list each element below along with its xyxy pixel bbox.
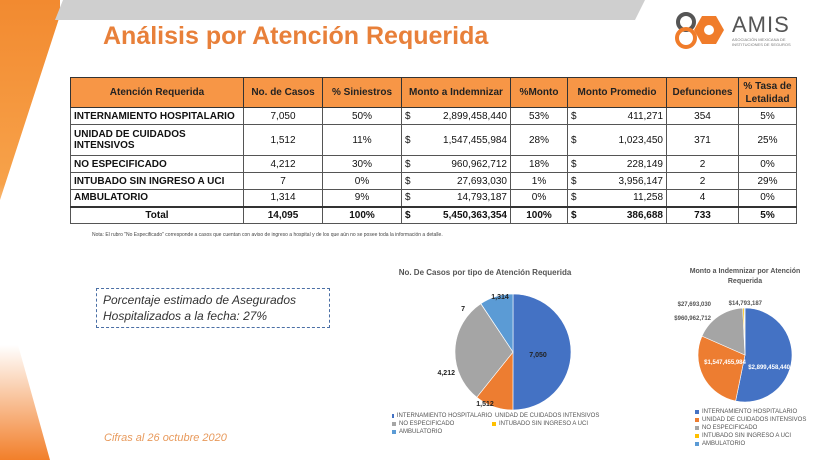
legend-swatch — [695, 442, 699, 446]
pie-slice — [743, 307, 746, 356]
legend-swatch — [392, 430, 396, 434]
pie-data-label: 4,212 — [437, 370, 455, 377]
legend-swatch — [695, 426, 699, 430]
legend-label: INTERNAMIENTO HOSPITALARIO — [702, 409, 798, 415]
pie-data-label: $14,793,187 — [729, 301, 763, 307]
table-row: AMBULATORIO 1,314 9% $14,793,187 0% $11,258 4 0… — [70, 189, 797, 207]
cases-legend: INTERNAMIENTO HOSPITALARIO UNIDAD DE CUID… — [392, 412, 599, 436]
logo-subtitle: ASOCIACIÓN MEXICANA DE INSTITUCIONES DE … — [732, 37, 791, 47]
table-row: INTERNAMIENTO HOSPITALARIO 7,050 50% $2,899… — [70, 107, 797, 125]
legend-label: NO ESPECIFICADO — [702, 425, 758, 431]
cell-pmonto: 28% — [510, 124, 568, 156]
cell-label: Total — [70, 205, 244, 224]
cell-defunciones: 371 — [666, 124, 739, 156]
pie-slice — [512, 293, 572, 411]
pie-data-label: $960,962,712 — [674, 316, 711, 322]
col-header: % Siniestros — [322, 77, 402, 108]
cell-currency: $ — [401, 205, 418, 224]
legend-swatch — [695, 418, 699, 422]
pie-data-label: 1,512 — [476, 401, 494, 408]
pie-slice — [701, 307, 746, 356]
legend-item: UNIDAD DE CUIDADOS INTENSIVOS — [695, 416, 815, 424]
legend-swatch — [392, 414, 394, 418]
chart-title-cases: No. De Casos por tipo de Atención Requer… — [398, 268, 572, 277]
legend-item: NO ESPECIFICADO — [695, 424, 815, 432]
pie-data-label: 1,314 — [491, 294, 509, 301]
pie-data-label: 7 — [461, 306, 465, 313]
total-row: Total 14,095 100% $5,450,363,354 100% $386,68… — [70, 205, 797, 224]
legend-item: AMBULATORIO — [695, 440, 815, 448]
legend-item: NO ESPECIFICADO — [392, 420, 492, 428]
cell-casos: 1,512 — [243, 124, 323, 156]
pie-slice — [697, 335, 746, 402]
cell-pmonto: 100% — [510, 205, 568, 224]
legend-swatch — [392, 422, 396, 426]
pie-slice — [735, 307, 793, 403]
cell-letalidad: 25% — [738, 124, 797, 156]
legend-label: INTUBADO SIN INGRESO A UCI — [702, 433, 792, 439]
page-title: Análisis por Atención Requerida — [103, 22, 489, 50]
amount-legend: INTERNAMIENTO HOSPITALARIO UNIDAD DE CUID… — [695, 408, 815, 448]
legend-label: NO ESPECIFICADO — [399, 421, 455, 427]
cell-currency: $ — [567, 205, 584, 224]
amis-logo-icon — [675, 12, 724, 49]
legend-item: INTUBADO SIN INGRESO A UCI — [695, 432, 815, 440]
attention-table: Atención Requerida No. de Casos % Sinies… — [70, 77, 797, 224]
pie-data-label: 7,050 — [529, 352, 547, 359]
pie-data-label: $1,547,455,984 — [704, 360, 746, 366]
pie-data-label: $27,693,030 — [678, 302, 712, 308]
callout-line: Hospitalizados a la fecha: 27% — [103, 309, 268, 323]
legend-item: INTUBADO SIN INGRESO A UCI — [492, 420, 592, 428]
legend-label: AMBULATORIO — [702, 441, 746, 447]
amis-logo: AMIS ASOCIACIÓN MEXICANA DE INSTITUCIONE… — [672, 10, 822, 50]
table-row: INTUBADO SIN INGRESO A UCI 7 0% $27,693,030… — [70, 172, 797, 190]
col-header: %Monto — [510, 77, 568, 108]
legend-label: INTUBADO SIN INGRESO A UCI — [499, 421, 589, 427]
callout-line: Porcentaje estimado de Asegurados — [103, 293, 297, 307]
table-header: Atención Requerida No. de Casos % Sinies… — [70, 77, 797, 108]
legend-item: INTERNAMIENTO HOSPITALARIO — [392, 412, 492, 420]
legend-swatch — [695, 410, 699, 414]
col-header: Monto Promedio — [567, 77, 667, 108]
col-header: % Tasa de Letalidad — [738, 77, 797, 108]
legend-label: INTERNAMIENTO HOSPITALARIO — [396, 413, 492, 419]
footnote: Nota: El rubro "No Especificado" corresp… — [92, 232, 443, 238]
legend-label: UNIDAD DE CUIDADOS INTENSIVOS — [702, 417, 807, 423]
logo-text: AMIS — [732, 12, 790, 37]
col-header: Monto a Indemnizar — [401, 77, 511, 108]
legend-item: INTERNAMIENTO HOSPITALARIO — [695, 408, 815, 416]
decorative-top-band — [55, 0, 645, 20]
legend-label: AMBULATORIO — [399, 429, 443, 435]
legend-item: UNIDAD DE CUIDADOS INTENSIVOS — [492, 412, 599, 420]
legend-swatch — [492, 422, 496, 426]
chart-title-amount: Monto a Indemnizar por Atención Requerid… — [689, 268, 801, 285]
legend-label: UNIDAD DE CUIDADOS INTENSIVOS — [495, 413, 600, 419]
date-footer: Cifras al 26 octubre 2020 — [104, 432, 227, 444]
pie-data-label: $2,899,458,440 — [748, 365, 790, 371]
cell-letalidad: 5% — [738, 205, 797, 224]
col-header: Atención Requerida — [70, 77, 244, 108]
pie-slice — [480, 293, 514, 353]
hospitalized-callout: Porcentaje estimado de Asegurados Hospit… — [96, 288, 330, 328]
col-header: Defunciones — [666, 77, 739, 108]
legend-swatch — [695, 434, 699, 438]
pie-slice — [454, 303, 514, 398]
legend-item: AMBULATORIO — [392, 428, 492, 436]
